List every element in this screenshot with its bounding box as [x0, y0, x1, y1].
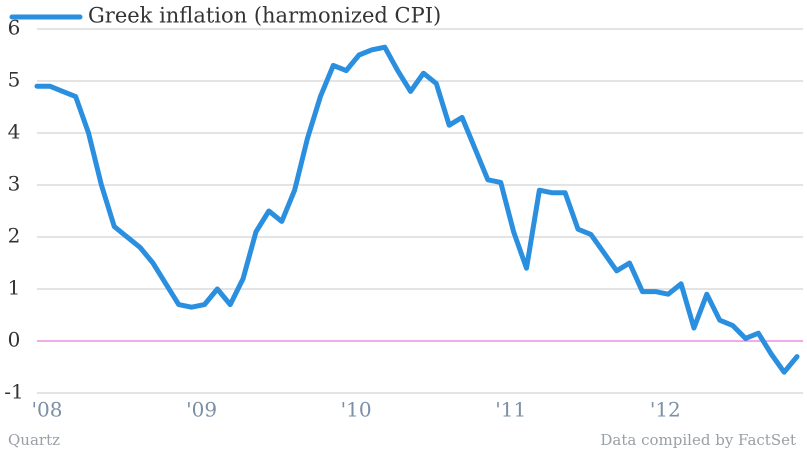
x-tick-label: '09 [186, 398, 217, 422]
y-tick-label: -1 [4, 380, 23, 404]
data-line [34, 44, 800, 375]
y-tick-label: 6 [8, 16, 21, 40]
x-tick-label: '12 [650, 398, 681, 422]
x-tick-label: '10 [341, 398, 372, 422]
source-right: Data compiled by FactSet [600, 431, 796, 449]
source-left: Quartz [8, 431, 60, 449]
y-tick-label: 4 [8, 120, 21, 144]
x-tick-label: '08 [32, 398, 63, 422]
y-tick-label: 0 [8, 328, 21, 352]
y-tick-label: 2 [8, 224, 21, 248]
y-tick-label: 3 [8, 172, 21, 196]
legend-label: Greek inflation (harmonized CPI) [88, 4, 441, 28]
x-tick-label: '11 [495, 398, 526, 422]
y-tick-label: 1 [8, 276, 21, 300]
y-tick-label: 5 [8, 68, 21, 92]
